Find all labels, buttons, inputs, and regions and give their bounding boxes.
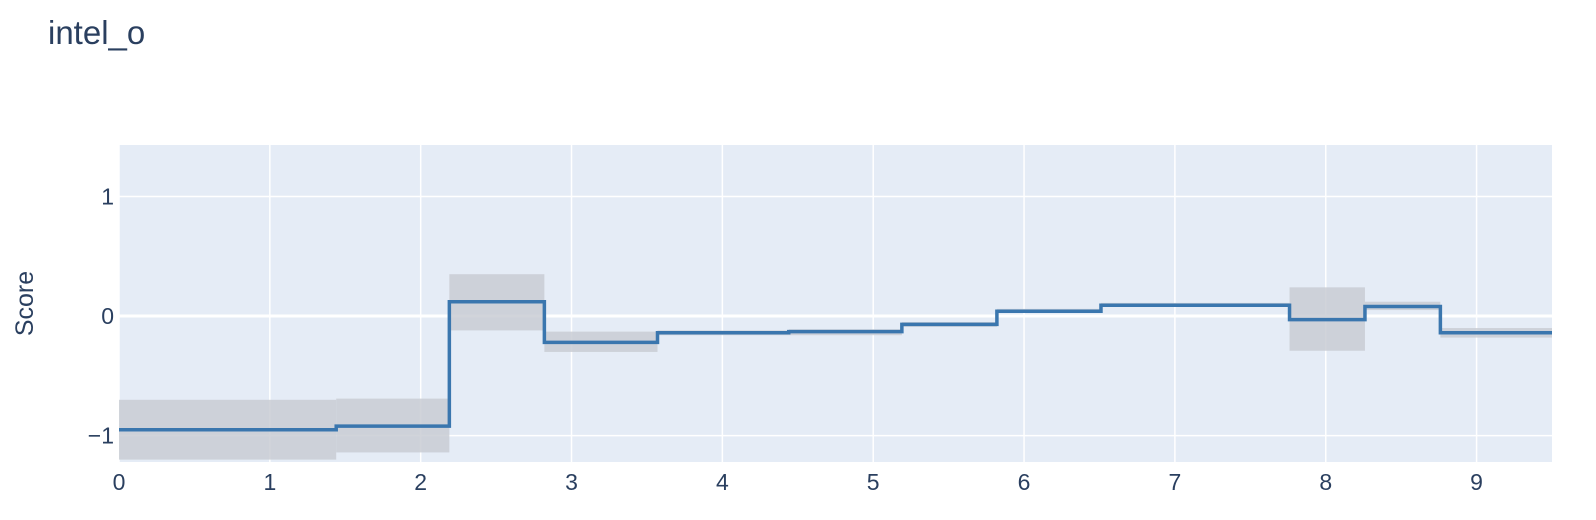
x-tick-label: 1 bbox=[263, 469, 276, 495]
x-tick-label: 9 bbox=[1470, 469, 1483, 495]
y-tick-label: 0 bbox=[101, 303, 114, 329]
y-tick-label: −1 bbox=[88, 423, 114, 449]
score-step-line bbox=[119, 299, 1552, 432]
x-axis-ticks: 0 1 2 3 4 5 6 7 8 9 bbox=[113, 469, 1483, 495]
x-tick-label: 0 bbox=[113, 469, 126, 495]
chart-title: intel_o bbox=[48, 14, 146, 51]
y-axis-label: Score bbox=[11, 271, 39, 336]
x-tick-label: 4 bbox=[716, 469, 729, 495]
y-tick-label: 1 bbox=[101, 183, 114, 209]
y-axis-ticks: 1 0 −1 bbox=[88, 183, 114, 448]
x-tick-label: 6 bbox=[1018, 469, 1031, 495]
x-tick-label: 7 bbox=[1168, 469, 1181, 495]
x-tick-label: 2 bbox=[414, 469, 427, 495]
x-tick-label: 5 bbox=[867, 469, 880, 495]
x-tick-label: 8 bbox=[1319, 469, 1332, 495]
x-tick-label: 3 bbox=[565, 469, 578, 495]
